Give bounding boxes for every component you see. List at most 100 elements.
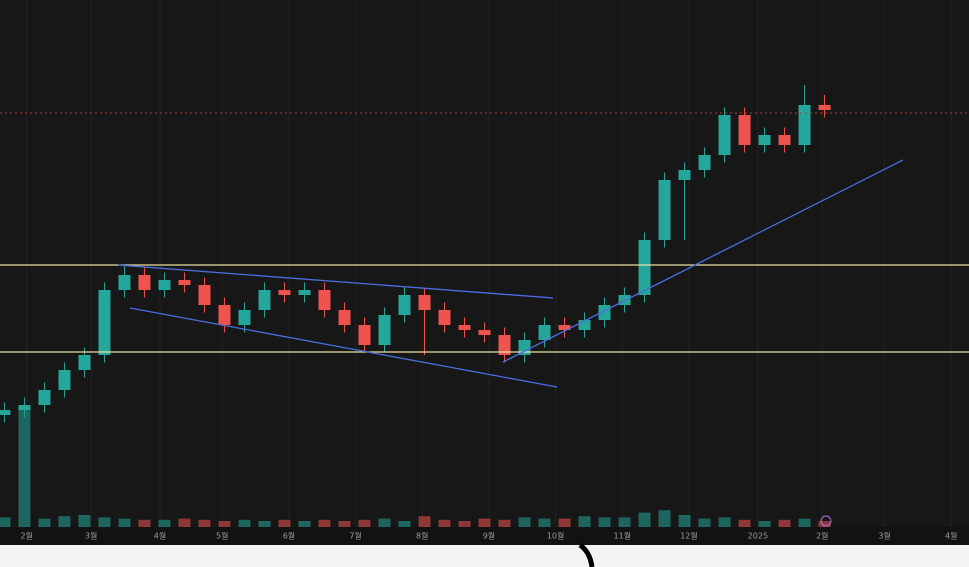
volume-bar [278,519,291,527]
candle-body [0,410,11,415]
volume-bar [378,518,391,527]
volume-bar [458,521,471,527]
candle-body [758,135,771,145]
candle-body [638,240,651,295]
volume-bar [98,517,111,527]
volume-bar [418,516,431,527]
candle-body [18,405,31,410]
x-tick-label: 6월 [283,531,295,541]
candle-body [198,285,211,305]
x-axis-bar [0,527,969,545]
volume-bar [778,519,791,527]
volume-bar [658,510,671,527]
volume-bar [158,519,171,527]
x-tick-label: 2월 [816,531,828,541]
volume-bar [178,518,191,527]
volume-bar [318,519,331,527]
candle-body [138,275,151,290]
volume-bar [758,521,771,527]
volume-bar [738,519,751,527]
grid [26,0,952,527]
x-tick-label: 8월 [416,531,428,541]
trend-line [502,159,904,363]
volume-bar [338,521,351,527]
volume-bar [538,518,551,527]
volume-bar [698,518,711,527]
candle-body [738,115,751,145]
volume-bar [438,519,451,527]
candle-body [218,305,231,325]
candle-body [658,180,671,240]
candle-body [558,325,571,330]
volume-bar [598,517,611,527]
drawings [0,112,969,567]
candle-body [58,370,71,390]
volume-bar [198,519,211,527]
candle-body [798,105,811,145]
candle-body [318,290,331,310]
candle-body [578,320,591,330]
x-tick-label: 2025 [748,532,768,541]
volume-bar [118,518,131,527]
x-tick-label: 4월 [945,531,957,541]
candle-body [458,325,471,330]
candle-body [538,325,551,340]
candle-body [338,310,351,325]
candle-body [438,310,451,325]
volume-bar [238,519,251,527]
candle-body [298,290,311,295]
candle-body [158,280,171,290]
candle-body [118,275,131,290]
volume-bar [58,516,71,527]
volume-bar [258,521,271,527]
volume-bar [498,519,511,527]
x-tick-label: 4월 [154,531,166,541]
x-tick-label: 2월 [20,531,32,541]
volume-bar [0,517,11,527]
candle-body [358,325,371,345]
candle-body [398,295,411,315]
volume-bar [638,512,651,527]
volume-bar [678,515,691,527]
volume-bar [558,518,571,527]
candle-body [278,290,291,295]
event-icon[interactable] [820,515,832,527]
volume-bar [78,515,91,527]
candle-body [378,315,391,345]
candle-body [778,135,791,145]
volume-bar [138,519,151,527]
candle-body [238,310,251,325]
volume-bar [38,518,51,527]
x-tick-label: 3월 [85,531,97,541]
candle-body [418,295,431,310]
candle-body [258,290,271,310]
x-tick-label: 7월 [349,531,361,541]
candle-body [498,335,511,355]
candle-body [178,280,191,285]
candle-body [478,330,491,335]
marks [0,85,831,527]
volume-bar [718,517,731,527]
x-tick-label: 12월 [680,531,698,541]
volume-bar [358,519,371,527]
trend-line [117,264,554,299]
x-tick-label: 10월 [547,531,565,541]
candle-body [38,390,51,405]
candle-body [698,155,711,170]
volume-bar [518,517,531,527]
volume-bar [818,521,831,527]
candle-body [678,170,691,180]
stroke-artifact [578,542,595,567]
volume-bar [578,516,591,527]
x-tick-label: 11월 [614,531,632,541]
volume-bar [218,521,231,527]
volume-bar [618,517,631,527]
x-tick-label: 9월 [483,531,495,541]
candle-body [818,105,831,110]
volume-bar [478,518,491,527]
candle-body [518,340,531,355]
volume-bar [298,521,311,527]
bottom-strip [0,545,969,567]
volume-bar [18,409,31,527]
